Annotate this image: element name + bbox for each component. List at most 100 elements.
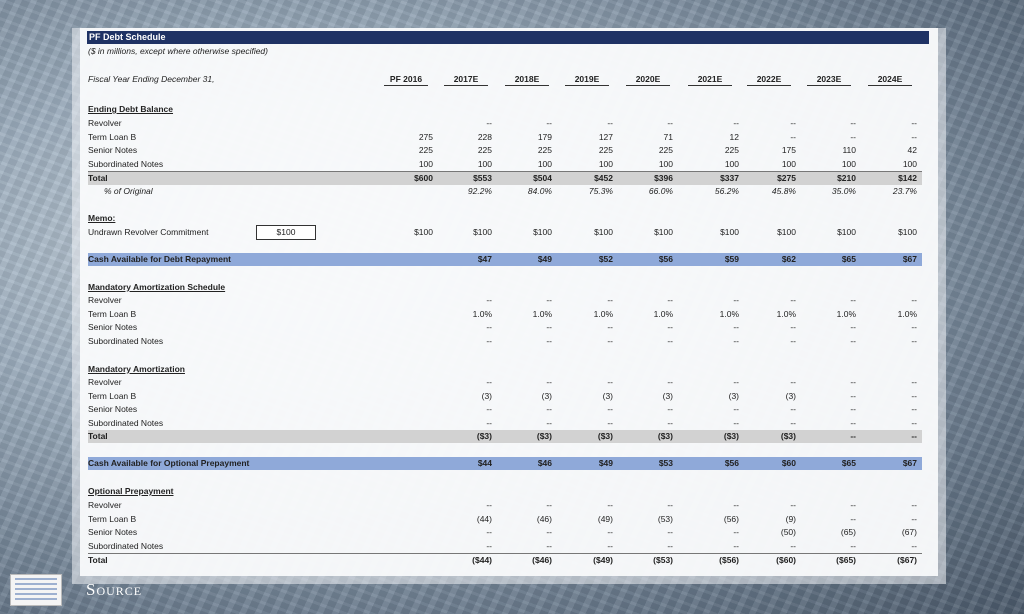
table-cell: --: [486, 417, 492, 428]
table-cell: 100: [537, 158, 552, 169]
table-cell: --: [733, 335, 739, 346]
table-cell: $100: [533, 227, 552, 237]
table-cell: 56.2%: [714, 186, 739, 196]
row-label: Term Loan B: [88, 131, 137, 142]
table-cell: (9): [785, 513, 796, 524]
table-cell: --: [790, 377, 796, 387]
table-cell: $56: [724, 458, 739, 468]
table-cell: --: [850, 404, 856, 415]
table-cell: --: [850, 540, 856, 551]
table-cell: --: [607, 417, 613, 428]
table-cell: --: [911, 431, 917, 442]
total-row: Total ($3) ($3) ($3) ($3) ($3) ($3) -- --: [88, 430, 922, 444]
table-cell: $100: [720, 227, 739, 237]
table-cell: --: [733, 540, 739, 551]
table-cell: $100: [594, 227, 613, 237]
table-row: Revolver -- -- -- -- -- -- -- --: [88, 499, 922, 512]
column-header: 2024E: [877, 74, 903, 84]
table-cell: --: [790, 322, 796, 333]
table-cell: $210: [837, 173, 856, 184]
table-cell: --: [911, 404, 917, 415]
table-cell: (46): [536, 513, 552, 524]
row-label: Senior Notes: [88, 404, 138, 415]
table-row: Term Loan B 1.0% 1.0% 1.0% 1.0% 1.0% 1.0% 1.0% 1…: [88, 308, 922, 321]
row-label: Subordinated Notes: [88, 417, 164, 428]
column-header: 2017E: [453, 74, 479, 84]
table-cell: --: [850, 500, 856, 510]
table-cell: --: [850, 295, 856, 305]
table-cell: --: [486, 500, 492, 510]
table-row: Subordinated Notes -- -- -- -- -- -- -- --: [88, 417, 922, 430]
table-cell: --: [667, 404, 673, 415]
table-cell: --: [486, 404, 492, 415]
table-cell: 100: [724, 158, 739, 169]
table-row: Term Loan B (44) (46) (49) (53) (56) (9) -- --: [88, 513, 922, 526]
table-cell: (44): [476, 513, 492, 524]
table-cell: --: [546, 377, 552, 387]
table-cell: 100: [841, 158, 856, 169]
table-cell: --: [546, 527, 552, 538]
table-cell: 179: [537, 131, 552, 142]
table-cell: --: [850, 322, 856, 333]
section-header: Mandatory Amortization: [88, 363, 922, 376]
table-cell: --: [546, 335, 552, 346]
table-cell: --: [667, 500, 673, 510]
table-cell: 1.0%: [836, 308, 856, 319]
table-cell: --: [486, 118, 492, 128]
row-label: Undrawn Revolver Commitment: [88, 227, 209, 237]
table-cell: $100: [898, 227, 917, 237]
revolver-commitment-input[interactable]: $100: [256, 225, 316, 240]
table-cell: $100: [777, 227, 796, 237]
table-cell: 100: [418, 158, 433, 169]
table-cell: (3): [785, 390, 796, 401]
table-cell: --: [911, 322, 917, 333]
table-cell: ($67): [897, 555, 917, 566]
table-cell: ($3): [780, 431, 796, 442]
table-cell: 100: [598, 158, 613, 169]
row-label: Revolver: [88, 295, 122, 305]
table-cell: --: [733, 527, 739, 538]
table-cell: --: [911, 335, 917, 346]
table-cell: ($3): [657, 431, 673, 442]
header-underline: [868, 85, 912, 86]
row-label: Total: [88, 555, 108, 566]
table-cell: --: [911, 513, 917, 524]
table-cell: --: [546, 417, 552, 428]
row-label: Total: [88, 431, 108, 442]
table-cell: --: [546, 118, 552, 128]
row-label: Term Loan B: [88, 308, 137, 319]
table-cell: --: [850, 390, 856, 401]
header-underline: [444, 85, 488, 86]
section-header: Memo:: [88, 212, 922, 225]
table-cell: --: [911, 295, 917, 305]
cash-available-row: Cash Available for Debt Repayment $47 $49 $…: [88, 253, 922, 266]
table-cell: --: [607, 500, 613, 510]
schedule-title: PF Debt Schedule: [87, 31, 929, 44]
table-cell: --: [667, 377, 673, 387]
section-title: Memo:: [88, 213, 116, 223]
table-row: Subordinated Notes -- -- -- -- -- -- -- --: [88, 335, 922, 348]
slide-thumbnail[interactable]: [10, 574, 62, 606]
section-title: Mandatory Amortization Schedule: [88, 282, 226, 292]
table-row: Term Loan B (3) (3) (3) (3) (3) (3) -- --: [88, 390, 922, 403]
table-cell: ($46): [532, 555, 552, 566]
table-cell: 1.0%: [719, 308, 739, 319]
table-cell: 225: [598, 145, 613, 156]
memo-row: Undrawn Revolver Commitment $100 $100 $100 $…: [88, 226, 922, 239]
table-cell: 225: [724, 145, 739, 156]
table-cell: --: [546, 322, 552, 333]
table-cell: $59: [724, 254, 739, 264]
table-cell: --: [733, 322, 739, 333]
table-cell: $49: [537, 254, 552, 264]
table-cell: --: [607, 322, 613, 333]
table-cell: 23.7%: [892, 186, 917, 196]
table-cell: 275: [418, 131, 433, 142]
table-cell: 127: [598, 131, 613, 142]
row-label: Subordinated Notes: [88, 540, 164, 551]
table-cell: $65: [841, 458, 856, 468]
table-cell: $56: [658, 254, 673, 264]
table-cell: 35.0%: [831, 186, 856, 196]
table-cell: $100: [473, 227, 492, 237]
table-cell: ($65): [836, 555, 856, 566]
table-cell: ($60): [776, 555, 796, 566]
